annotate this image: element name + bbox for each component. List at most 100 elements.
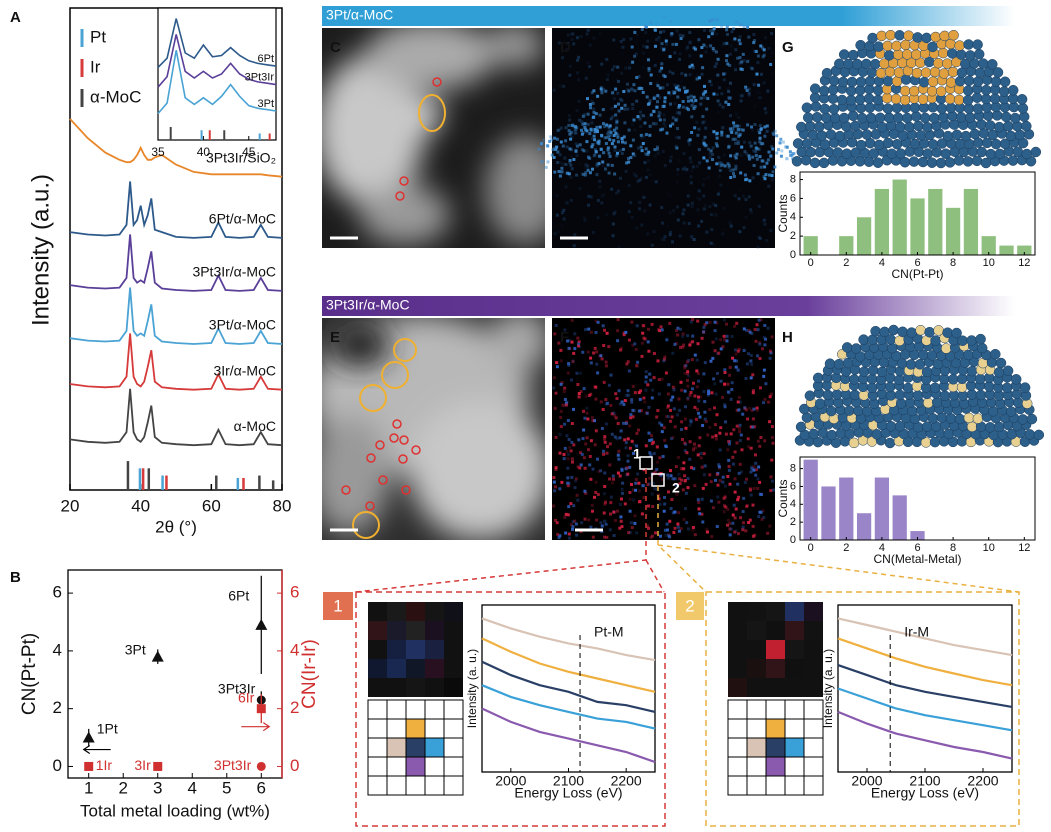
speckle-dot bbox=[753, 123, 757, 126]
speckle-dot bbox=[728, 221, 732, 225]
atom bbox=[999, 76, 1011, 88]
speckle-dot bbox=[570, 318, 574, 322]
atom bbox=[842, 357, 854, 369]
speckle-dot bbox=[688, 41, 692, 45]
speckle-dot bbox=[626, 88, 629, 92]
atom bbox=[838, 49, 850, 60]
speckle-dot bbox=[696, 133, 700, 137]
pixel-cell bbox=[387, 678, 406, 697]
speckle-dot bbox=[570, 32, 574, 36]
speckle-dot bbox=[630, 320, 634, 324]
speckle-dot bbox=[736, 349, 740, 353]
atom bbox=[822, 389, 834, 401]
speckle-dot bbox=[559, 359, 563, 363]
speckle-dot bbox=[748, 330, 752, 334]
speckle-dot bbox=[702, 330, 706, 334]
atom bbox=[906, 327, 917, 338]
atom bbox=[833, 358, 845, 370]
speckle-dot bbox=[620, 468, 624, 472]
speckle-dot bbox=[686, 372, 690, 376]
speckle-dot bbox=[737, 426, 741, 430]
speckle-dot bbox=[745, 88, 749, 92]
speckle-dot bbox=[744, 198, 748, 202]
speckle-dot bbox=[671, 122, 675, 126]
speckle-dot bbox=[744, 529, 748, 533]
speckle-dot bbox=[653, 148, 657, 152]
atom bbox=[990, 76, 1002, 87]
speckle-dot bbox=[693, 394, 697, 398]
speckle-dot bbox=[614, 392, 618, 396]
y-axis-label: Intensity (a. u.) bbox=[821, 649, 835, 728]
speckle-dot bbox=[570, 155, 574, 159]
badge bbox=[323, 592, 353, 620]
speckle-dot bbox=[608, 129, 612, 133]
speckle-dot bbox=[580, 148, 584, 152]
speckle-dot bbox=[574, 142, 578, 146]
speckle-dot bbox=[588, 43, 592, 47]
speckle-dot bbox=[685, 360, 689, 364]
speckle-dot bbox=[654, 44, 657, 48]
speckle-dot bbox=[618, 474, 622, 478]
y-tick-label: 4 bbox=[790, 498, 796, 510]
speckle-dot bbox=[767, 46, 771, 50]
speckle-dot bbox=[770, 436, 774, 440]
speckle-dot bbox=[678, 57, 682, 61]
x-tick-label: 0 bbox=[808, 257, 814, 269]
speckle-dot bbox=[568, 161, 572, 165]
speckle-dot bbox=[554, 324, 558, 327]
speckle-dot bbox=[676, 326, 680, 330]
speckle-dot bbox=[686, 370, 690, 374]
speckle-dot bbox=[578, 143, 582, 147]
speckle-dot bbox=[638, 117, 642, 121]
speckle-dot bbox=[606, 148, 610, 152]
speckle-dot bbox=[558, 534, 562, 538]
speckle-dot bbox=[693, 126, 697, 130]
speckle-dot bbox=[628, 497, 632, 501]
speckle-dot bbox=[575, 173, 579, 177]
atom bbox=[942, 130, 954, 142]
speckle-dot bbox=[711, 152, 715, 156]
speckle-dot bbox=[734, 529, 738, 533]
y-tick-label: 2 bbox=[790, 516, 796, 528]
atom bbox=[935, 86, 947, 97]
speckle-dot bbox=[756, 54, 760, 58]
speckle-dot bbox=[588, 65, 592, 69]
speckle-dot bbox=[699, 456, 703, 460]
speckle-dot bbox=[735, 424, 739, 428]
speckle-dot bbox=[716, 192, 720, 196]
speckle-dot bbox=[566, 42, 570, 45]
speckle-dot bbox=[733, 477, 737, 481]
speckle-dot bbox=[700, 512, 704, 516]
atom bbox=[1007, 84, 1019, 96]
speckle-dot bbox=[681, 105, 685, 109]
speckle-dot bbox=[749, 66, 753, 70]
speckle-dot bbox=[622, 90, 626, 93]
speckle-dot bbox=[640, 89, 643, 92]
speckle-dot bbox=[600, 133, 604, 137]
speckle-dot bbox=[669, 102, 672, 106]
speckle-dot bbox=[655, 445, 659, 449]
speckle-dot bbox=[739, 470, 743, 474]
atom bbox=[1017, 103, 1029, 114]
spectra-box bbox=[355, 591, 666, 827]
speckle-dot bbox=[710, 83, 713, 87]
speckle-dot bbox=[734, 352, 738, 356]
y-tick-label: 0 bbox=[53, 756, 62, 775]
speckle-dot bbox=[621, 481, 625, 485]
speckle-dot bbox=[634, 348, 638, 351]
speckle-dot bbox=[721, 475, 725, 479]
speckle-dot bbox=[644, 140, 648, 144]
speckle-dot bbox=[691, 528, 695, 532]
speckle-dot bbox=[645, 25, 648, 29]
speckle-dot bbox=[610, 412, 614, 416]
speckle-dot bbox=[567, 536, 571, 540]
speckle-dot bbox=[729, 176, 733, 179]
speckle-dot bbox=[540, 160, 544, 164]
atom-circle bbox=[432, 77, 442, 87]
atom bbox=[893, 67, 905, 78]
speckle-dot bbox=[697, 411, 700, 415]
speckle-dot bbox=[656, 152, 660, 155]
pixel-cell bbox=[444, 640, 463, 659]
speckle-dot bbox=[750, 467, 754, 471]
speckle-dot bbox=[584, 171, 588, 175]
